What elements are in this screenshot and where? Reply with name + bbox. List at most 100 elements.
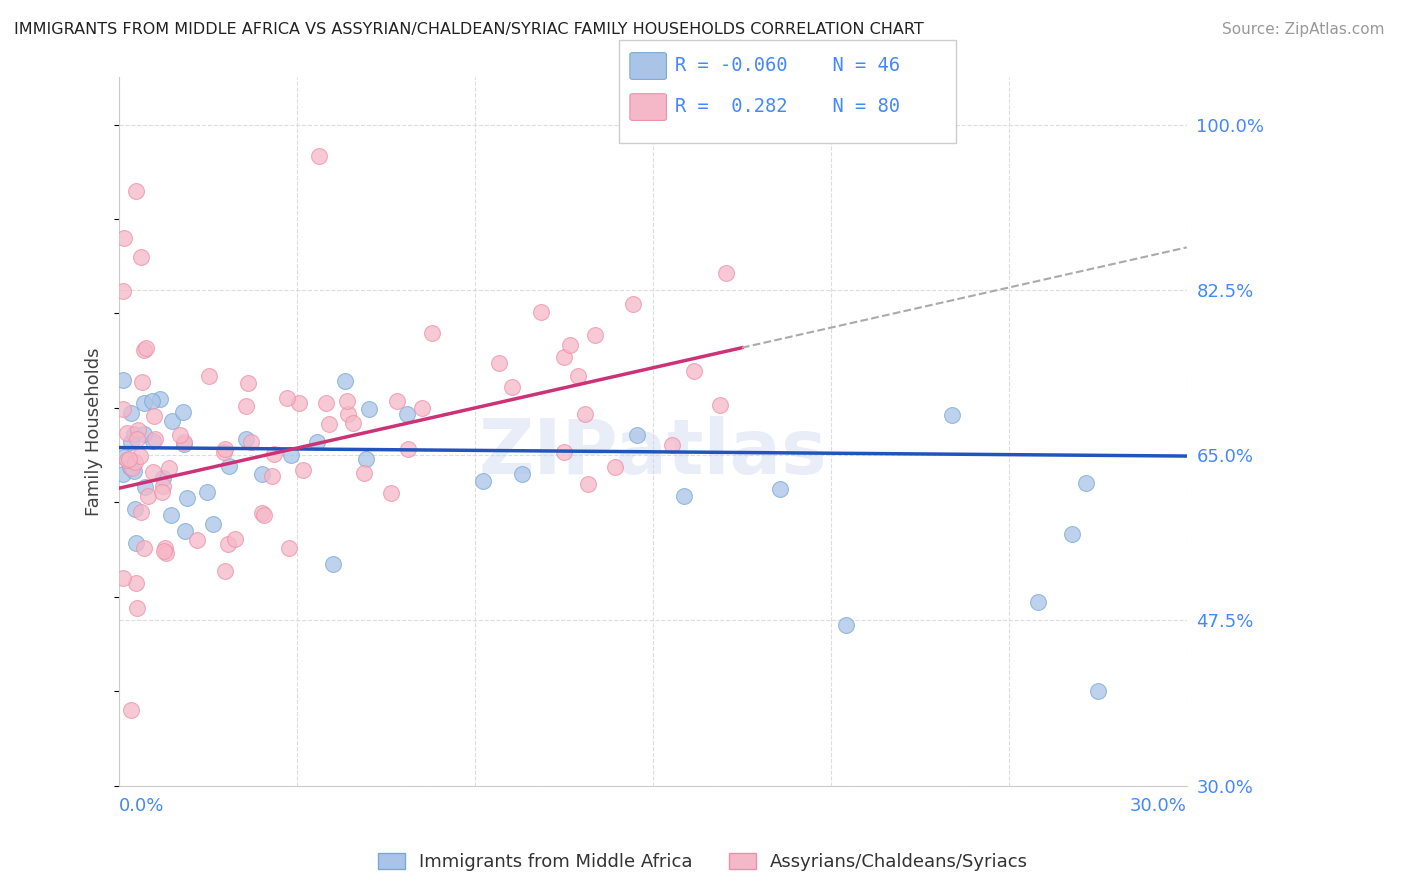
Point — [122, 427, 145, 442]
Point — [342, 416, 364, 430]
Point — [626, 428, 648, 442]
Point — [118, 460, 141, 475]
Point — [176, 491, 198, 505]
Point — [120, 703, 142, 717]
Point — [124, 455, 146, 469]
Point — [115, 453, 138, 467]
Y-axis label: Family Households: Family Households — [86, 347, 103, 516]
Point — [336, 407, 359, 421]
Point — [278, 541, 301, 556]
Point — [224, 533, 246, 547]
Point — [111, 373, 134, 387]
Point — [235, 432, 257, 446]
Point — [553, 445, 575, 459]
Point — [411, 401, 433, 416]
Point — [308, 149, 330, 163]
Point — [576, 476, 599, 491]
Point — [1060, 527, 1083, 541]
Point — [1087, 684, 1109, 698]
Point — [239, 435, 262, 450]
Point — [112, 231, 135, 245]
Point — [186, 533, 208, 547]
Point — [1076, 475, 1098, 490]
Point — [125, 536, 148, 550]
Text: Source: ZipAtlas.com: Source: ZipAtlas.com — [1222, 22, 1385, 37]
Text: R =  0.282    N = 80: R = 0.282 N = 80 — [675, 96, 900, 116]
Point — [709, 398, 731, 412]
Point — [471, 474, 494, 488]
Point — [159, 508, 181, 523]
Point — [396, 407, 419, 421]
Point — [111, 402, 134, 417]
Legend: Immigrants from Middle Africa, Assyrians/Chaldeans/Syriacs: Immigrants from Middle Africa, Assyrians… — [370, 846, 1036, 879]
Point — [142, 434, 165, 449]
Point — [125, 432, 148, 446]
Point — [117, 426, 139, 441]
Point — [132, 343, 155, 358]
Point — [322, 557, 344, 571]
Point — [111, 571, 134, 585]
Point — [353, 466, 375, 480]
Point — [214, 564, 236, 578]
Point — [120, 435, 142, 450]
Point — [173, 436, 195, 450]
Point — [288, 396, 311, 410]
Point — [153, 541, 176, 555]
Point — [160, 414, 183, 428]
Point — [120, 406, 142, 420]
Point — [153, 544, 176, 558]
Point — [169, 428, 191, 442]
Point — [253, 508, 276, 522]
Point — [276, 391, 298, 405]
Point — [195, 485, 218, 500]
Point — [217, 537, 239, 551]
Point — [143, 432, 166, 446]
Point — [129, 250, 152, 264]
Point — [150, 485, 173, 500]
Point — [131, 375, 153, 389]
Point — [136, 489, 159, 503]
Point — [173, 524, 195, 538]
Point — [380, 486, 402, 500]
Point — [172, 404, 194, 418]
Point — [134, 541, 156, 556]
Point — [152, 470, 174, 484]
Point — [134, 480, 156, 494]
Point — [122, 464, 145, 478]
Point — [214, 442, 236, 456]
Text: 30.0%: 30.0% — [1130, 797, 1187, 815]
Point — [236, 376, 259, 391]
Point — [336, 394, 359, 409]
Point — [218, 458, 240, 473]
Point — [835, 618, 858, 632]
Point — [111, 467, 134, 482]
Point — [280, 448, 302, 462]
Text: R = -0.060    N = 46: R = -0.060 N = 46 — [675, 55, 900, 75]
Point — [357, 401, 380, 416]
Text: 0.0%: 0.0% — [120, 797, 165, 815]
Point — [112, 450, 135, 464]
Point — [121, 461, 143, 475]
Point — [354, 452, 377, 467]
Point — [422, 326, 444, 340]
Point — [129, 505, 152, 519]
Point — [530, 304, 553, 318]
Point — [510, 467, 533, 481]
Point — [318, 417, 340, 431]
Point — [125, 576, 148, 591]
Point — [683, 363, 706, 377]
Point — [132, 396, 155, 410]
Point — [201, 517, 224, 532]
Point — [141, 394, 163, 409]
Point — [198, 369, 221, 384]
Point — [769, 482, 792, 496]
Point — [553, 350, 575, 364]
Text: ZIPatlas: ZIPatlas — [478, 416, 827, 490]
Point — [291, 463, 314, 477]
Point — [142, 465, 165, 479]
Point — [315, 396, 337, 410]
Point — [118, 452, 141, 467]
Point — [673, 489, 696, 503]
Point — [583, 327, 606, 342]
Point — [501, 380, 523, 394]
